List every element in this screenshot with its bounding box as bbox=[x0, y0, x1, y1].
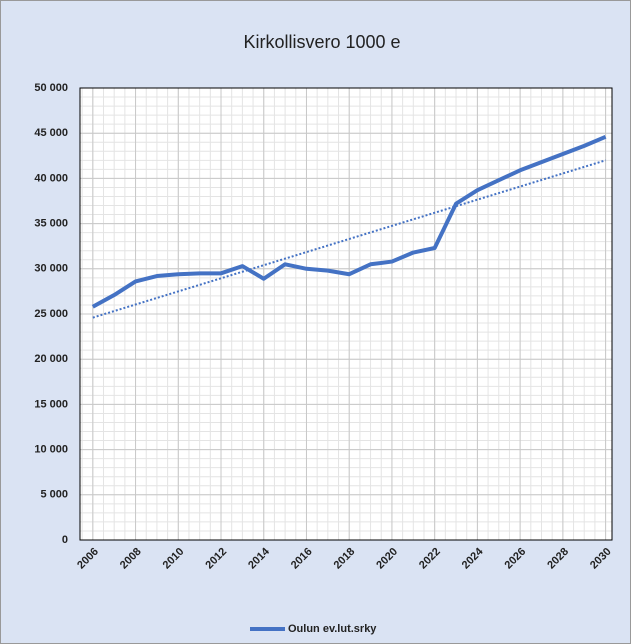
y-tick-label: 0 bbox=[62, 534, 68, 546]
trendline bbox=[92, 159, 606, 319]
y-tick-label: 25 000 bbox=[34, 308, 68, 320]
plot-border bbox=[79, 87, 613, 541]
y-tick-label: 15 000 bbox=[34, 398, 68, 410]
series-line bbox=[91, 134, 607, 309]
y-tick-label: 35 000 bbox=[34, 218, 68, 230]
legend-label: Oulun ev.lut.srky bbox=[288, 623, 377, 635]
y-tick-label: 20 000 bbox=[34, 353, 68, 365]
y-tick-label: 45 000 bbox=[34, 127, 68, 139]
chart-title: Kirkollisvero 1000 e bbox=[243, 32, 400, 52]
y-tick-label: 10 000 bbox=[34, 444, 68, 456]
y-tick-label: 5 000 bbox=[40, 489, 68, 501]
y-tick-label: 50 000 bbox=[34, 82, 68, 94]
y-tick-label: 30 000 bbox=[34, 263, 68, 275]
y-tick-label: 40 000 bbox=[34, 172, 68, 184]
